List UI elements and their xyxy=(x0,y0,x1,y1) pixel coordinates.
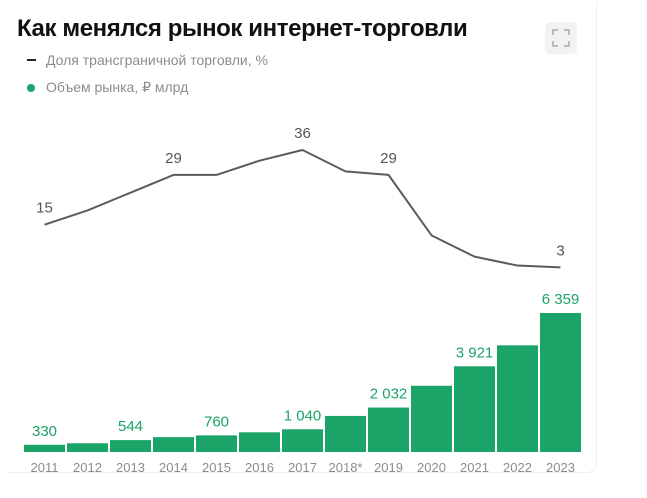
x-axis-ticks: 2011 2012 2013 2014 2015 2016 2017 2018* 2019 202… xyxy=(31,460,575,475)
legend-label-share: Доля трансграничной торговли, % xyxy=(46,52,268,68)
x-tick-label: 2021 xyxy=(460,460,489,475)
x-tick-label: 2023 xyxy=(546,460,575,475)
bar-value-label: 6 359 xyxy=(542,291,580,308)
bar-value-label: 2 032 xyxy=(370,386,408,403)
x-tick-label: 2019 xyxy=(374,460,403,475)
bar-value-label: 330 xyxy=(32,423,57,440)
bar-2023 xyxy=(540,313,581,452)
bar-2012 xyxy=(67,443,108,452)
data-labels: 330 544 760 1 040 2 032 3 921 6 359 15 29 36 29 3 xyxy=(32,125,579,440)
bar-value-label: 760 xyxy=(204,413,229,430)
x-tick-label: 2020 xyxy=(417,460,446,475)
x-tick-label: 2014 xyxy=(159,460,188,475)
x-tick-label: 2015 xyxy=(202,460,231,475)
x-tick-label: 2013 xyxy=(116,460,145,475)
x-tick-label: 2011 xyxy=(31,460,59,475)
x-tick-label: 2022 xyxy=(503,460,532,475)
bar-2011 xyxy=(24,444,65,452)
x-tick-label: 2012 xyxy=(73,460,102,475)
bar-2014 xyxy=(153,437,194,452)
chart-title: Как менялся рынок интернет-торговли xyxy=(17,15,468,42)
x-tick-label: 2016 xyxy=(245,460,274,475)
legend-dot-marker xyxy=(27,83,35,92)
line-value-label: 29 xyxy=(380,150,397,167)
bar-2016 xyxy=(239,432,280,452)
legend-label-volume: Объем рынка, ₽ млрд xyxy=(46,79,189,95)
bar-value-label: 3 921 xyxy=(456,344,494,361)
legend-item-volume: Объем рынка, ₽ млрд xyxy=(27,79,188,96)
bar-2021 xyxy=(454,366,495,452)
line-value-label: 15 xyxy=(36,200,53,217)
bar-2019 xyxy=(368,407,409,452)
share-line xyxy=(44,149,561,269)
bar-2013 xyxy=(110,440,151,452)
bar-2020 xyxy=(411,385,452,452)
x-tick-label: 2018* xyxy=(329,460,363,475)
bar-2015 xyxy=(196,435,237,452)
legend-item-share: Доля трансграничной торговли, % xyxy=(27,52,268,68)
bar-2018* xyxy=(325,415,366,452)
line-value-label: 29 xyxy=(165,150,182,167)
bar-2022 xyxy=(497,345,538,452)
x-tick-label: 2017 xyxy=(288,460,317,475)
expand-button[interactable] xyxy=(545,22,577,54)
expand-icon xyxy=(552,29,570,47)
bar-value-label: 1 040 xyxy=(284,407,322,424)
bar-value-label: 544 xyxy=(118,418,143,435)
line-series xyxy=(44,149,561,269)
line-value-label: 36 xyxy=(294,125,311,142)
bar-2017 xyxy=(282,429,323,452)
legend-line-marker xyxy=(27,59,36,61)
line-value-label: 3 xyxy=(556,242,564,259)
bar-series xyxy=(24,313,581,452)
